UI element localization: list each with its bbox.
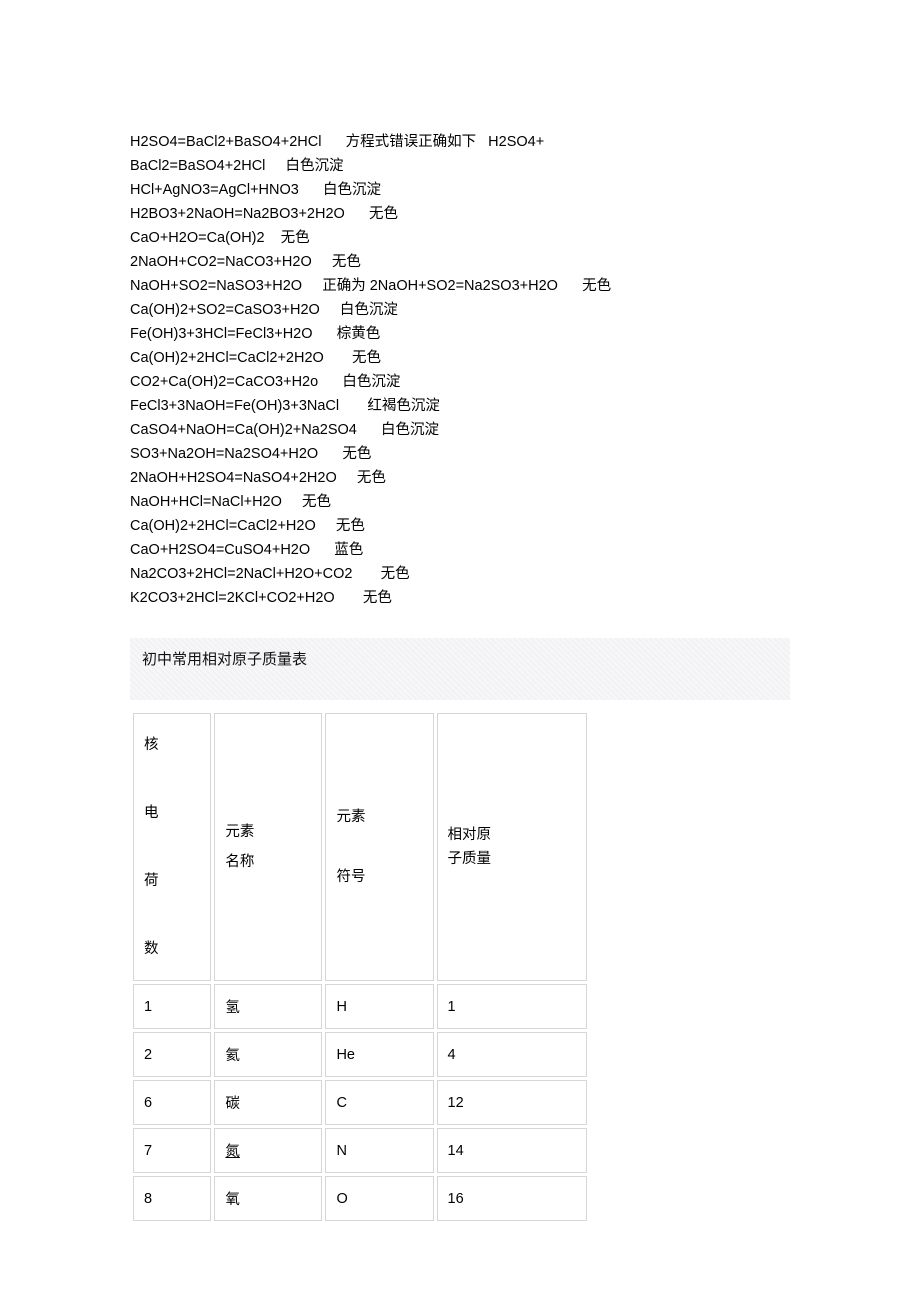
cell-nuclear-charge: 7 — [133, 1128, 211, 1173]
cell-element-symbol: C — [325, 1080, 433, 1125]
header-text: 元素名称 — [225, 824, 254, 870]
table-title: 初中常用相对原子质量表 — [142, 651, 307, 668]
header-nuclear-charge: 核电荷数 — [133, 713, 211, 981]
equation-line: CaO+H2SO4=CuSO4+H2O 蓝色 — [130, 538, 790, 562]
equation-line: 2NaOH+H2SO4=NaSO4+2H2O 无色 — [130, 466, 790, 490]
equation-line: CaSO4+NaOH=Ca(OH)2+Na2SO4 白色沉淀 — [130, 418, 790, 442]
equation-line: BaCl2=BaSO4+2HCl 白色沉淀 — [130, 154, 790, 178]
cell-element-symbol: O — [325, 1176, 433, 1221]
equation-line: 2NaOH+CO2=NaCO3+H2O 无色 — [130, 250, 790, 274]
equation-line: Ca(OH)2+2HCl=CaCl2+2H2O 无色 — [130, 346, 790, 370]
equations-block: H2SO4=BaCl2+BaSO4+2HCl 方程式错误正确如下 H2SO4+B… — [130, 130, 790, 610]
cell-element-name: 氧 — [214, 1176, 322, 1221]
cell-atomic-mass: 1 — [437, 984, 587, 1029]
cell-element-name: 碳 — [214, 1080, 322, 1125]
header-text: 核电荷数 — [144, 737, 159, 957]
equation-line: CaO+H2O=Ca(OH)2 无色 — [130, 226, 790, 250]
equation-line: Na2CO3+2HCl=2NaCl+H2O+CO2 无色 — [130, 562, 790, 586]
equation-line: NaOH+SO2=NaSO3+H2O 正确为 2NaOH+SO2=Na2SO3+… — [130, 274, 790, 298]
equation-line: K2CO3+2HCl=2KCl+CO2+H2O 无色 — [130, 586, 790, 610]
equation-line: NaOH+HCl=NaCl+H2O 无色 — [130, 490, 790, 514]
table-header-row: 核电荷数 元素名称 元素符号 相对原子质量 — [133, 713, 587, 981]
equation-line: H2SO4=BaCl2+BaSO4+2HCl 方程式错误正确如下 H2SO4+ — [130, 130, 790, 154]
cell-element-name: 氦 — [214, 1032, 322, 1077]
header-atomic-mass: 相对原子质量 — [437, 713, 587, 981]
cell-element-name: 氢 — [214, 984, 322, 1029]
cell-atomic-mass: 16 — [437, 1176, 587, 1221]
document-page: H2SO4=BaCl2+BaSO4+2HCl 方程式错误正确如下 H2SO4+B… — [0, 0, 920, 1264]
equation-line: Ca(OH)2+2HCl=CaCl2+H2O 无色 — [130, 514, 790, 538]
header-element-name: 元素名称 — [214, 713, 322, 981]
equation-line: SO3+Na2OH=Na2SO4+H2O 无色 — [130, 442, 790, 466]
cell-atomic-mass: 4 — [437, 1032, 587, 1077]
header-element-symbol: 元素符号 — [325, 713, 433, 981]
table-row: 8氧O16 — [133, 1176, 587, 1221]
cell-element-symbol: He — [325, 1032, 433, 1077]
cell-nuclear-charge: 6 — [133, 1080, 211, 1125]
cell-element-symbol: N — [325, 1128, 433, 1173]
cell-element-name: 氮 — [214, 1128, 322, 1173]
cell-atomic-mass: 12 — [437, 1080, 587, 1125]
element-name-text: 氮 — [225, 1144, 240, 1160]
equation-line: Fe(OH)3+3HCl=FeCl3+H2O 棕黄色 — [130, 322, 790, 346]
cell-nuclear-charge: 8 — [133, 1176, 211, 1221]
equation-line: FeCl3+3NaOH=Fe(OH)3+3NaCl 红褐色沉淀 — [130, 394, 790, 418]
cell-nuclear-charge: 2 — [133, 1032, 211, 1077]
header-text: 相对原子质量 — [448, 827, 492, 867]
header-text: 元素符号 — [336, 809, 365, 885]
cell-element-symbol: H — [325, 984, 433, 1029]
equation-line: H2BO3+2NaOH=Na2BO3+2H2O 无色 — [130, 202, 790, 226]
cell-atomic-mass: 14 — [437, 1128, 587, 1173]
equation-line: CO2+Ca(OH)2=CaCO3+H2o 白色沉淀 — [130, 370, 790, 394]
table-row: 2氦He4 — [133, 1032, 587, 1077]
table-title-bar: 初中常用相对原子质量表 — [130, 638, 790, 700]
equation-line: HCl+AgNO3=AgCl+HNO3 白色沉淀 — [130, 178, 790, 202]
table-row: 6碳C12 — [133, 1080, 587, 1125]
atomic-mass-table: 核电荷数 元素名称 元素符号 相对原子质量 1氢H12氦He46碳C127氮N1… — [130, 710, 590, 1224]
table-row: 1氢H1 — [133, 984, 587, 1029]
table-row: 7氮 N14 — [133, 1128, 587, 1173]
equation-line: Ca(OH)2+SO2=CaSO3+H2O 白色沉淀 — [130, 298, 790, 322]
cell-nuclear-charge: 1 — [133, 984, 211, 1029]
